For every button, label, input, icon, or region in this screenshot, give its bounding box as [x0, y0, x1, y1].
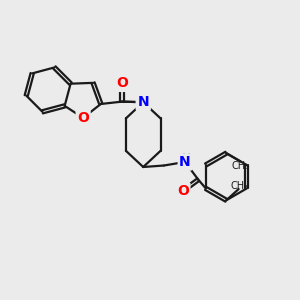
Text: H: H [182, 153, 191, 163]
Text: N: N [137, 95, 149, 109]
Text: CH₃: CH₃ [232, 160, 250, 170]
Text: O: O [77, 111, 89, 125]
Text: N: N [137, 95, 149, 109]
Text: CH₃: CH₃ [230, 181, 248, 190]
Text: O: O [116, 76, 128, 90]
Text: O: O [177, 184, 189, 198]
Text: N: N [179, 155, 191, 169]
